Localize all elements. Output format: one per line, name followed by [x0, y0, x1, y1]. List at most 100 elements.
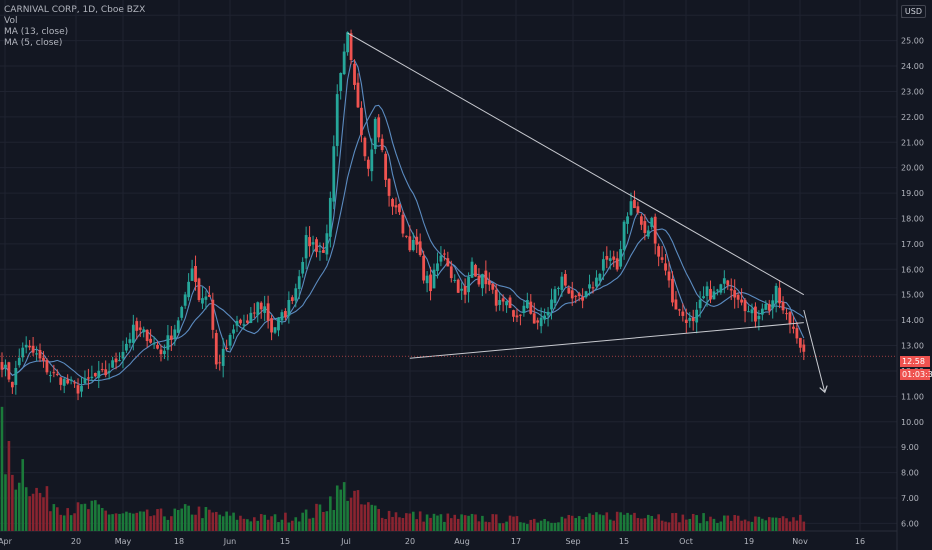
volume-bar — [291, 520, 294, 531]
trendline-arrow[interactable] — [803, 309, 825, 391]
volume-bar — [270, 516, 273, 531]
candle-body — [401, 214, 405, 234]
volume-bar — [398, 517, 401, 531]
candle-body — [394, 205, 398, 208]
volume-bar — [615, 511, 619, 531]
candle-body — [633, 199, 636, 209]
volume-bar — [225, 511, 228, 531]
trendlines[interactable] — [347, 32, 825, 391]
volume-bar — [636, 518, 640, 531]
volume-bar — [132, 513, 135, 531]
candle-body — [249, 312, 253, 323]
candle-body — [59, 377, 63, 385]
candle-body — [156, 344, 159, 349]
candle-body — [128, 339, 132, 343]
candle-body — [536, 320, 540, 323]
candle-body — [339, 73, 343, 91]
volume-bar — [595, 512, 598, 531]
candle-body — [505, 301, 508, 306]
volume-bar — [719, 521, 723, 531]
candle-body — [677, 309, 681, 311]
volume-bar — [232, 512, 235, 531]
volume-bar — [767, 517, 771, 531]
candle-body — [733, 290, 737, 298]
ma13-label[interactable]: MA (13, close) — [4, 27, 69, 37]
volume-bar — [342, 482, 346, 531]
candle-body — [121, 351, 125, 359]
candle-body — [498, 300, 502, 305]
currency-button[interactable]: USD — [900, 5, 926, 18]
volume-bar — [584, 516, 588, 531]
volume-bar — [322, 511, 325, 531]
volume-bar — [716, 522, 719, 531]
candle-body — [201, 298, 204, 304]
volume-bar — [66, 508, 69, 531]
candle-body — [149, 338, 153, 343]
candle-body — [643, 221, 647, 234]
volume-bar — [501, 523, 505, 531]
candle-body — [7, 362, 11, 380]
symbol-title[interactable]: CARNIVAL CORP, 1D, Cboe BZX — [4, 5, 146, 15]
candle-body — [83, 378, 87, 384]
volume-bar — [346, 500, 349, 531]
candle-body — [325, 233, 329, 255]
volume-bar — [318, 504, 322, 531]
candle-body — [297, 276, 301, 289]
candle-body — [169, 335, 173, 340]
volume-bar — [83, 503, 87, 531]
volume-bar — [608, 519, 612, 531]
y-tick-label: 6.00 — [901, 519, 919, 528]
volume-bar — [757, 516, 761, 531]
volume-bar — [24, 487, 28, 531]
volume-bar — [62, 515, 66, 531]
candle-body — [512, 310, 515, 317]
volume-bar — [698, 523, 702, 531]
candle-body — [557, 287, 560, 289]
x-tick-label: May — [115, 537, 132, 546]
volume-label[interactable]: Vol — [4, 16, 18, 26]
volume-bar — [394, 512, 398, 531]
volume-bar — [249, 521, 253, 531]
volume-bar — [695, 515, 698, 531]
y-tick-label: 10.00 — [901, 418, 924, 427]
volume-bar — [297, 521, 301, 531]
volume-bar — [187, 505, 190, 531]
volume-bar — [612, 520, 616, 531]
candle-body — [595, 277, 598, 287]
candle-body — [90, 376, 94, 379]
candle-body — [798, 337, 802, 348]
candle-body — [287, 299, 291, 316]
volume-bar — [418, 511, 422, 531]
candle-body — [256, 302, 260, 316]
volume-bar — [152, 515, 156, 531]
y-tick-label: 9.00 — [901, 443, 919, 452]
candle-body — [301, 261, 305, 274]
candle-body — [245, 320, 249, 323]
volume-bar — [356, 490, 360, 531]
volume-bar — [263, 514, 266, 531]
candle-body — [0, 362, 4, 370]
trendline-lower[interactable] — [409, 322, 804, 359]
volume-bar — [750, 521, 754, 531]
candle-body — [239, 319, 242, 324]
candle-body — [584, 291, 588, 298]
volume-bar — [280, 519, 284, 531]
candle-body — [453, 279, 457, 281]
candle-body — [398, 204, 401, 213]
y-tick-label: 24.00 — [901, 62, 924, 71]
candle-body — [163, 350, 166, 355]
volume-bar — [373, 505, 377, 531]
candle-body — [726, 280, 730, 286]
candle-body — [494, 289, 498, 306]
candle-body — [709, 288, 712, 300]
candle-body — [35, 353, 38, 355]
x-tick-label: Sep — [565, 537, 580, 546]
ma5-label[interactable]: MA (5, close) — [4, 38, 63, 48]
volume-bar — [142, 511, 145, 531]
candle-body — [477, 275, 481, 285]
candle-body — [588, 284, 591, 289]
candle-body — [111, 360, 114, 368]
y-tick-label: 20.00 — [901, 164, 924, 173]
trendline-upper[interactable] — [347, 32, 805, 296]
